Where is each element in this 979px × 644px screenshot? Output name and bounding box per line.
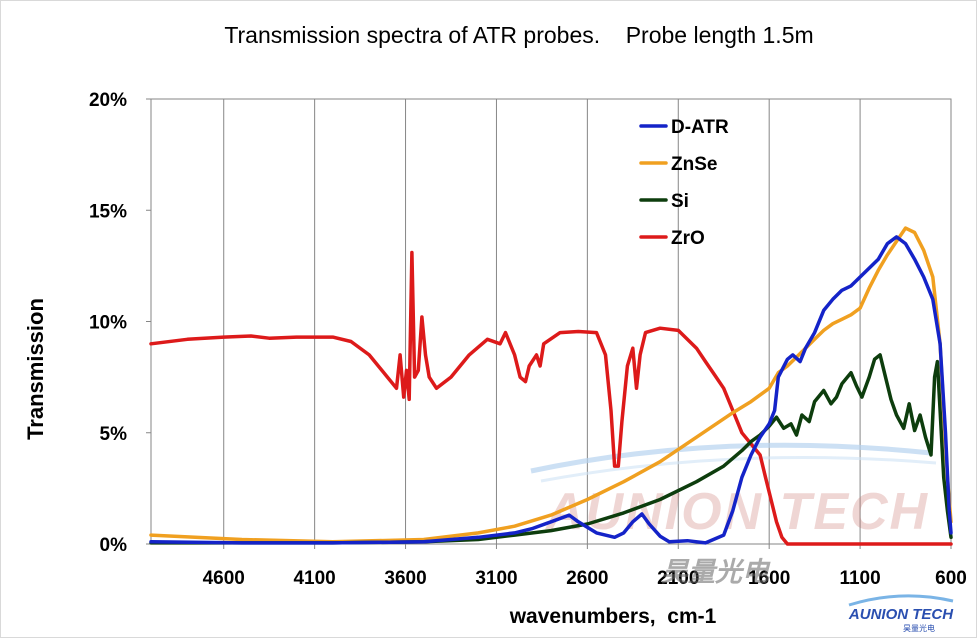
x-tick-label-2600: 2600 bbox=[566, 568, 608, 589]
y-tick-label-5: 5% bbox=[100, 424, 128, 445]
series-line-si bbox=[149, 353, 953, 545]
y-axis-label: Transmission bbox=[23, 298, 48, 440]
x-tick-label-4100: 4100 bbox=[293, 568, 335, 589]
watermark: AUNION TECH 昊量光电 bbox=[530, 442, 937, 587]
x-axis-label: wavenumbers, cm-1 bbox=[509, 605, 717, 628]
chart-title: Transmission spectra of ATR probes. Prob… bbox=[224, 22, 813, 48]
plot-area bbox=[150, 98, 952, 545]
watermark-chinese: 昊量光电 bbox=[661, 557, 771, 587]
legend: D-ATR ZnSe Si ZrO bbox=[639, 117, 729, 249]
watermark-brand: AUNION TECH bbox=[544, 483, 929, 541]
y-tick-label-15: 15% bbox=[89, 201, 127, 222]
grid-lines bbox=[223, 99, 952, 544]
x-tick-label-4600: 4600 bbox=[203, 568, 245, 589]
series-line-d-atr bbox=[149, 235, 953, 545]
x-tick-label-3600: 3600 bbox=[384, 568, 426, 589]
corner-logo: AUNION TECH 昊量光电 bbox=[848, 594, 954, 633]
series-lines bbox=[149, 226, 953, 546]
y-axis-ticks: 0% 5% 10% 15% 20% bbox=[89, 90, 151, 556]
logo-brand: AUNION TECH bbox=[848, 606, 954, 623]
x-tick-label-1100: 1100 bbox=[839, 568, 880, 589]
x-tick-label-1600: 1600 bbox=[748, 568, 790, 589]
legend-label-znse: ZnSe bbox=[671, 154, 717, 175]
y-tick-label-10: 10% bbox=[89, 313, 127, 334]
legend-label-zro: ZrO bbox=[671, 228, 705, 249]
legend-label-si: Si bbox=[671, 191, 689, 212]
x-axis-ticks: 4600 4100 3600 3100 2600 2100 1600 1100 600 bbox=[203, 544, 967, 589]
logo-sub: 昊量光电 bbox=[903, 623, 935, 633]
y-tick-label-20: 20% bbox=[89, 90, 127, 111]
series-line-zro bbox=[149, 250, 953, 546]
x-tick-label-3100: 3100 bbox=[475, 568, 517, 589]
y-tick-label-0: 0% bbox=[100, 535, 128, 556]
x-tick-label-600: 600 bbox=[935, 568, 967, 589]
legend-label-d-atr: D-ATR bbox=[671, 117, 729, 138]
x-tick-label-2100: 2100 bbox=[657, 568, 699, 589]
